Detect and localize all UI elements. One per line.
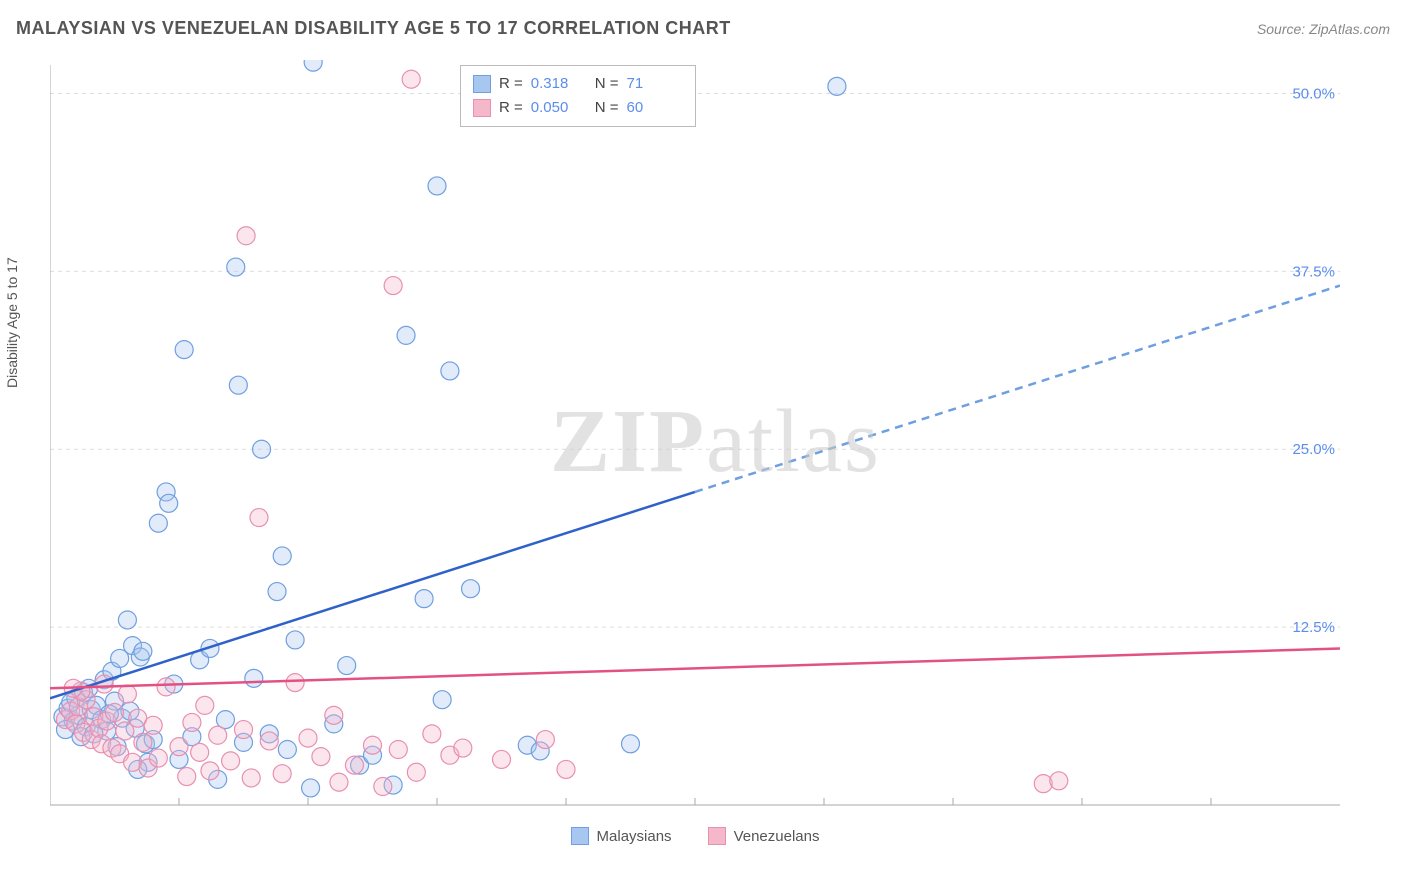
svg-text:50.0%: 50.0% <box>1292 85 1335 102</box>
y-axis-label: Disability Age 5 to 17 <box>4 257 20 388</box>
legend-label-venezuelans: Venezuelans <box>734 828 820 845</box>
legend-label-malaysians: Malaysians <box>597 828 672 845</box>
source-prefix: Source: <box>1257 21 1309 37</box>
source-attribution: Source: ZipAtlas.com <box>1257 21 1390 37</box>
legend-item-malaysians: Malaysians <box>571 827 672 845</box>
scatter-plot: 12.5%25.0%37.5%50.0%0.0%50.0% <box>50 60 1340 810</box>
bottom-legend: Malaysians Venezuelans <box>50 827 1340 845</box>
swatch-malaysians <box>571 827 589 845</box>
correlation-row-malaysians: R = 0.318 N = 71 <box>473 72 683 96</box>
r-label: R = <box>499 96 523 120</box>
svg-text:12.5%: 12.5% <box>1292 619 1335 636</box>
n-label: N = <box>595 72 619 96</box>
swatch-malaysians <box>473 75 491 93</box>
chart-header: MALAYSIAN VS VENEZUELAN DISABILITY AGE 5… <box>16 18 1390 39</box>
n-value-venezuelans: 60 <box>627 96 683 120</box>
swatch-venezuelans <box>473 99 491 117</box>
n-value-malaysians: 71 <box>627 72 683 96</box>
r-label: R = <box>499 72 523 96</box>
svg-text:37.5%: 37.5% <box>1292 263 1335 280</box>
r-value-malaysians: 0.318 <box>531 72 587 96</box>
correlation-row-venezuelans: R = 0.050 N = 60 <box>473 96 683 120</box>
svg-text:25.0%: 25.0% <box>1292 441 1335 458</box>
n-label: N = <box>595 96 619 120</box>
r-value-venezuelans: 0.050 <box>531 96 587 120</box>
legend-item-venezuelans: Venezuelans <box>708 827 820 845</box>
chart-area: 12.5%25.0%37.5%50.0%0.0%50.0% ZIPatlas R… <box>50 60 1340 810</box>
source-name: ZipAtlas.com <box>1309 21 1390 37</box>
chart-title: MALAYSIAN VS VENEZUELAN DISABILITY AGE 5… <box>16 18 731 39</box>
swatch-venezuelans <box>708 827 726 845</box>
correlation-legend: R = 0.318 N = 71 R = 0.050 N = 60 <box>460 65 696 127</box>
